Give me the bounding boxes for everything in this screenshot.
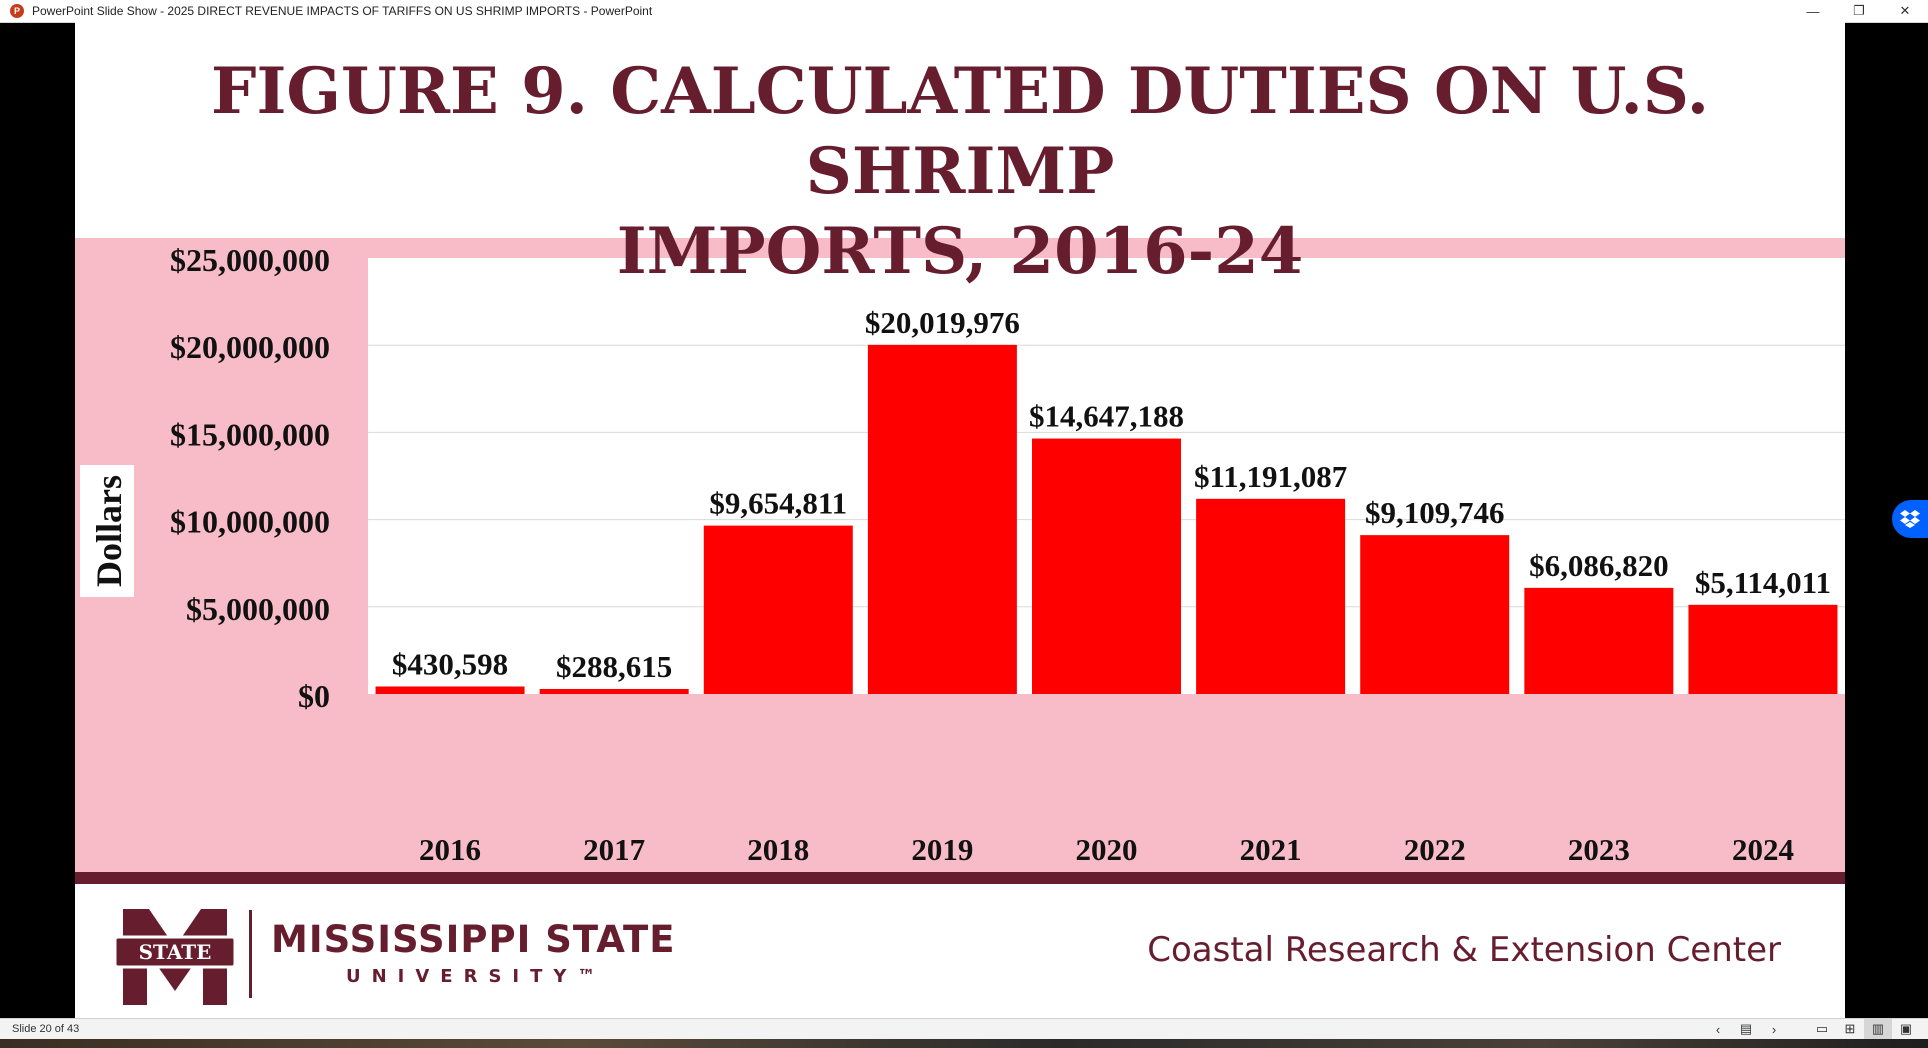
y-tick-label: $10,000,000 [170,504,330,540]
y-tick-label: $5,000,000 [186,591,330,627]
slide-menu-button[interactable]: ▤ [1739,1021,1753,1036]
x-tick-label: 2021 [1240,832,1302,867]
x-tick-label: 2018 [747,832,809,867]
footer-band [75,872,1845,884]
x-tick-label: 2017 [583,832,645,867]
data-label: $9,109,746 [1365,495,1505,530]
y-tick-label: $25,000,000 [170,242,330,278]
previous-slide-button[interactable]: ‹ [1715,1021,1721,1037]
x-tick-label: 2022 [1404,832,1466,867]
university-name: MISSISSIPPI STATE [271,918,676,961]
slide-sorter-view-button[interactable]: ⊞ [1844,1021,1856,1036]
data-label: $9,654,811 [709,486,847,521]
data-label: $430,598 [392,646,508,681]
msu-logo: STATE [115,909,235,1005]
slide-title-line-1: FIGURE 9. CALCULATED DUTIES ON U.S. SHRI… [211,54,1709,209]
x-tick-label: 2019 [911,832,973,867]
next-slide-button[interactable]: › [1771,1021,1777,1037]
bar [1196,498,1346,694]
university-subtitle: UNIVERSITY™ [346,966,607,987]
data-label: $11,191,087 [1194,459,1347,494]
reading-view-button[interactable]: ▥ [1864,1019,1892,1039]
powerpoint-app-icon: P [10,4,24,18]
bar [1360,535,1510,694]
msu-logo-text: STATE [139,940,212,964]
dropbox-glyph [1900,510,1920,528]
y-axis-label-box [80,465,134,597]
y-axis-label: Dollars [89,475,129,587]
x-tick-label: 2016 [419,832,481,867]
data-label: $20,019,976 [865,305,1020,340]
bar [539,688,689,694]
bar-chart: $0 $5,000,000 $10,000,000 $15,000,000 $20,00… [75,238,1845,872]
y-tick-label: $15,000,000 [170,416,330,452]
data-label: $5,114,011 [1695,565,1831,600]
taskbar-strip [0,1039,1928,1048]
bar [375,686,525,694]
data-label: $6,086,820 [1529,548,1669,583]
msu-logo-banner [115,935,235,969]
restore-button[interactable]: ❐ [1853,3,1865,18]
slide-title-line-2: IMPORTS, 2016-24 [616,214,1304,289]
window-title-bar: P PowerPoint Slide Show - 2025 DIRECT RE… [0,0,1928,23]
window-controls: — ❐ ✕ [1790,0,1928,22]
logo-divider [249,910,252,998]
bar [1524,587,1674,694]
slide-title: FIGURE 9. CALCULATED DUTIES ON U.S. SHRI… [75,52,1845,292]
data-label: $14,647,188 [1029,399,1184,434]
slideshow-view-button[interactable]: ▣ [1899,1021,1913,1036]
slide-counter: Slide 20 of 43 [12,1023,80,1035]
slide-canvas[interactable]: $0 $5,000,000 $10,000,000 $15,000,000 $20,00… [75,22,1845,1018]
bar [703,525,853,694]
x-tick-label: 2023 [1568,832,1630,867]
y-tick-label: $20,000,000 [170,329,330,365]
bar [1032,438,1181,694]
window-title: PowerPoint Slide Show - 2025 DIRECT REVE… [32,4,653,18]
x-tick-label: 2020 [1076,832,1138,867]
dropbox-icon[interactable] [1892,500,1928,538]
center-name: Coastal Research & Extension Center [1147,930,1781,970]
bar [867,344,1017,694]
y-tick-label: $0 [298,678,330,714]
normal-view-button[interactable]: ▭ [1815,1021,1829,1036]
slideshow-status-bar: Slide 20 of 43 ‹ ▤ › ▭ ⊞ ▥ ▣ [0,1018,1928,1039]
minimize-button[interactable]: — [1806,3,1820,19]
close-button[interactable]: ✕ [1899,3,1911,18]
status-controls: ‹ ▤ › ▭ ⊞ ▥ ▣ [1704,1019,1920,1039]
x-tick-label: 2024 [1732,832,1794,867]
bar [1688,604,1838,694]
data-label: $288,615 [556,649,672,684]
